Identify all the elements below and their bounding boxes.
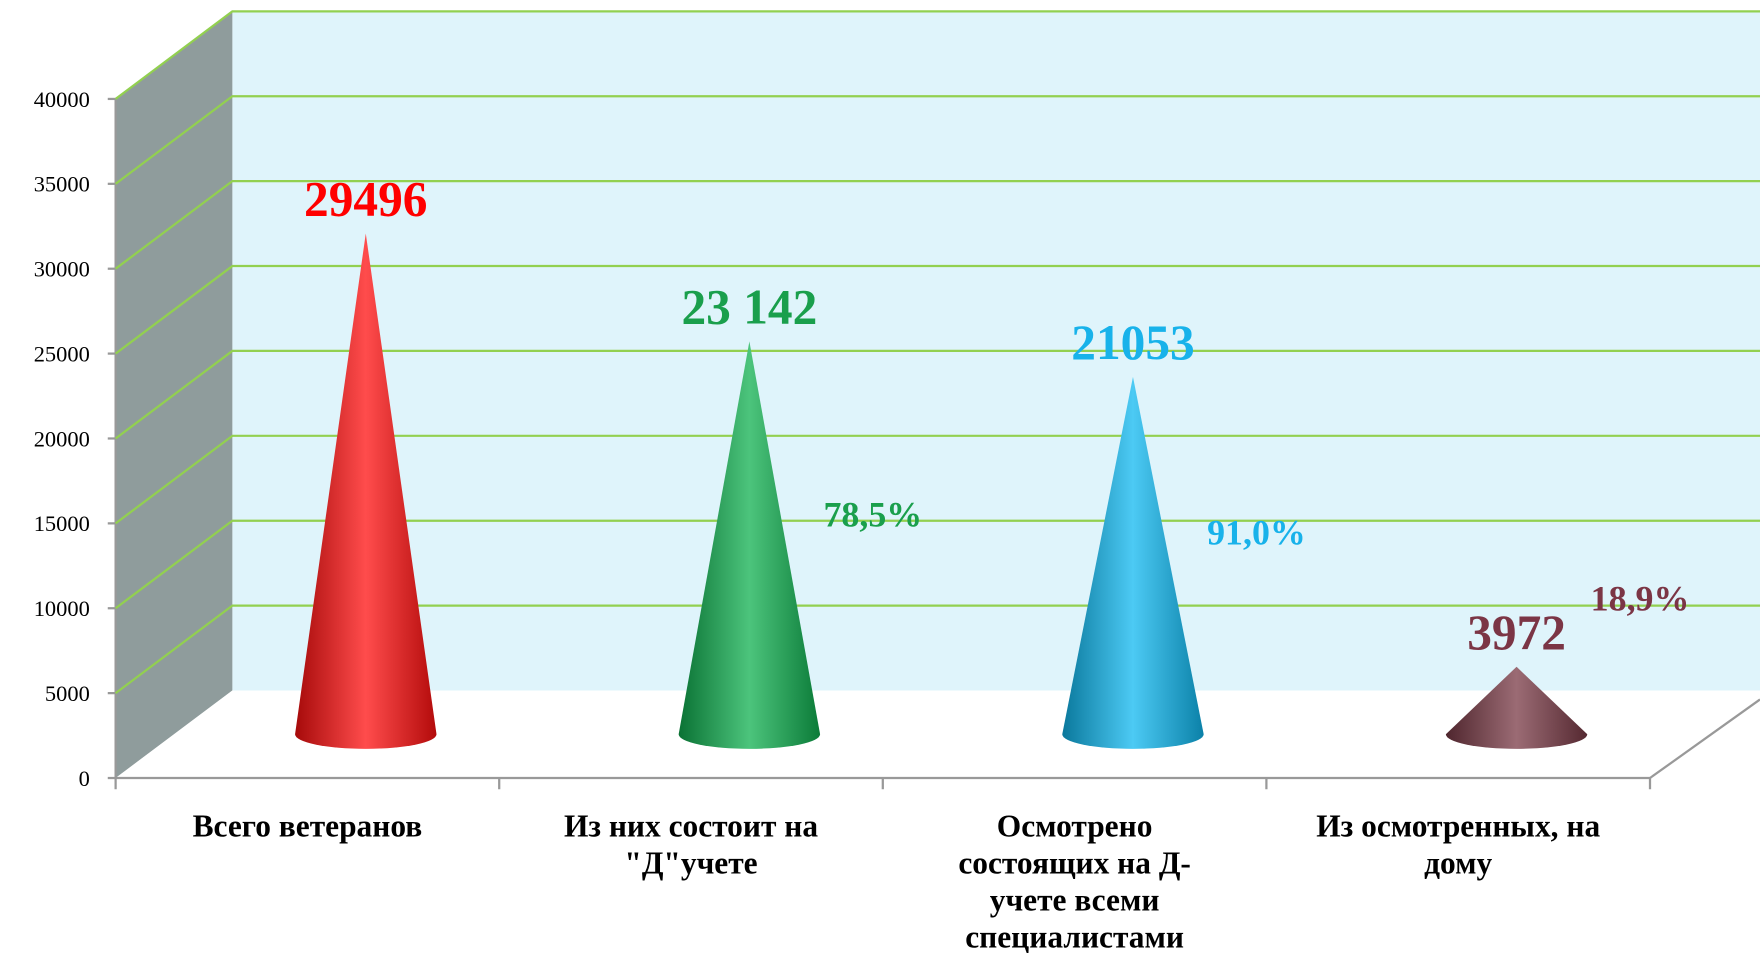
cone (678, 341, 821, 749)
value-label: 23 142 (681, 279, 817, 334)
percent-label: 18,9% (1591, 579, 1690, 619)
y-tick-label: 25000 (34, 341, 90, 366)
grid-line (114, 180, 1760, 270)
label-line: специалистами (965, 920, 1184, 955)
label-line: учете всеми (990, 882, 1160, 917)
x-tick-label: Из осмотренных, на дому (1316, 808, 1600, 880)
x-tick-label: Осмотрено состоящих на Д-учете всеми специ… (958, 808, 1191, 954)
grid-line (114, 10, 1760, 100)
label-line: состоящих на Д- (958, 845, 1191, 880)
floor-edge (1649, 698, 1760, 779)
grid-line (114, 95, 1760, 185)
grid-line (114, 349, 1760, 440)
value-label: 3972 (1467, 605, 1566, 660)
label-line: "Д"учете (624, 845, 757, 880)
percent-label: 78,5% (823, 495, 922, 535)
label-line: Из них состоит на (564, 808, 818, 843)
cone (295, 233, 437, 749)
y-tick-label: 40000 (34, 87, 90, 112)
y-tick-label: 5000 (45, 681, 90, 706)
cone (1062, 376, 1204, 749)
y-tick-label: 0 (79, 766, 90, 791)
y-tick-label: 30000 (34, 257, 90, 282)
x-tick-label: Из них состоит на "Д"учете (564, 808, 818, 880)
value-label: 21053 (1071, 315, 1194, 370)
grid-line (114, 264, 1760, 355)
value-label: 29496 (304, 172, 427, 227)
label-line: Осмотрено (997, 808, 1153, 843)
grid-line (114, 434, 1760, 525)
floor (115, 690, 1760, 779)
grid-line (114, 604, 1760, 695)
x-tick-label: Всего ветеранов (193, 808, 423, 843)
label-line: дому (1424, 845, 1492, 880)
cone (1445, 666, 1588, 749)
label-line: Всего ветеранов (193, 808, 423, 843)
y-tick-label: 35000 (34, 172, 90, 197)
grid-line (114, 519, 1760, 610)
percent-label: 91,0% (1207, 512, 1306, 552)
y-tick-label: 10000 (34, 596, 90, 621)
y-tick-label: 15000 (34, 511, 90, 536)
y-tick-label: 20000 (34, 426, 90, 451)
label-line: Из осмотренных, на (1316, 808, 1600, 843)
